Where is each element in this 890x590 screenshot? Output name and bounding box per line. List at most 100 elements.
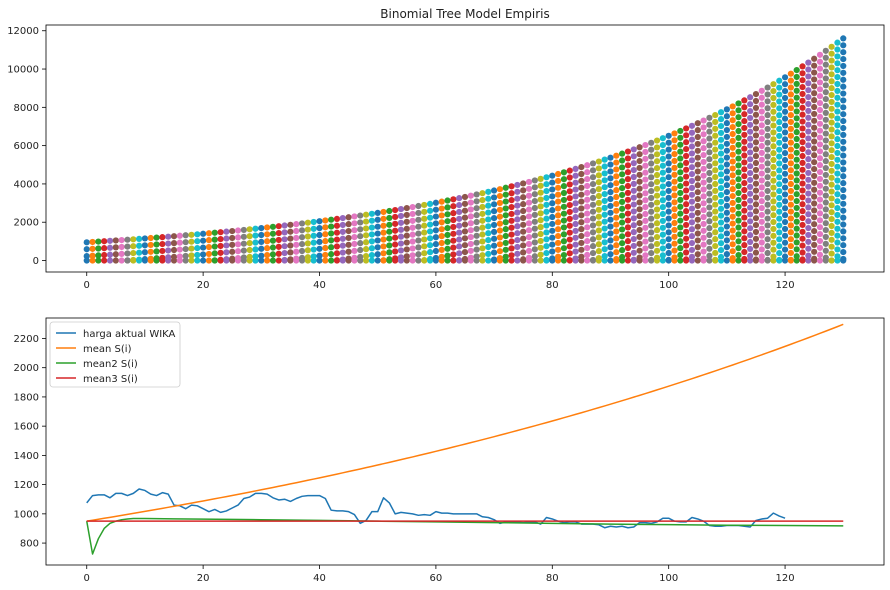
scatter-point — [502, 191, 509, 198]
scatter-point — [566, 243, 573, 250]
scatter-point — [624, 238, 632, 245]
scatter-point — [444, 224, 451, 232]
scatter-point — [566, 229, 573, 236]
scatter-point — [770, 225, 777, 233]
scatter-point — [781, 225, 789, 233]
scatter-point — [229, 248, 236, 255]
scatter-point — [758, 218, 765, 225]
legend-label-series-2: mean S(i) — [83, 344, 132, 355]
scatter-point — [793, 170, 800, 177]
scatter-point — [828, 160, 835, 168]
scatter-point — [694, 223, 701, 230]
scatter-point — [729, 241, 736, 248]
scatter-point — [374, 251, 381, 258]
scatter-point — [747, 257, 754, 264]
scatter-point — [520, 214, 527, 222]
scatter-point — [636, 171, 643, 178]
scatter-point — [461, 193, 469, 201]
scatter-point — [805, 87, 812, 94]
scatter-point — [787, 91, 794, 98]
scatter-point — [793, 191, 800, 198]
scatter-point — [450, 257, 457, 264]
scatter-point — [392, 234, 399, 241]
scatter-series-step-106 — [700, 117, 707, 264]
scatter-point — [630, 194, 637, 201]
scatter-point — [735, 245, 742, 252]
scatter-point — [758, 246, 765, 253]
scatter-point — [479, 252, 486, 259]
scatter-point — [636, 164, 643, 172]
scatter-point — [601, 257, 608, 264]
scatter-point — [432, 199, 440, 206]
scatter-point — [805, 80, 812, 87]
scatter-point — [648, 160, 655, 167]
scatter-point — [438, 239, 445, 247]
scatter-point — [706, 176, 713, 183]
scatter-point — [415, 216, 422, 223]
scatter-point — [589, 236, 597, 243]
scatter-point — [636, 206, 643, 213]
scatter-point — [840, 214, 847, 221]
scatter-point — [333, 229, 341, 236]
scatter-point — [362, 257, 370, 264]
scatter-point — [712, 167, 719, 174]
scatter-point — [752, 173, 760, 180]
scatter-point — [828, 250, 835, 257]
scatter-point — [793, 177, 800, 184]
scatter-point — [595, 241, 602, 248]
scatter-point — [118, 243, 125, 251]
scatter-point — [706, 231, 713, 239]
scatter-point — [496, 220, 504, 227]
scatter-point — [799, 132, 806, 139]
scatter-point — [543, 215, 550, 222]
scatter-point — [223, 228, 230, 235]
scatter-point — [147, 257, 154, 264]
scatter-point — [397, 247, 405, 254]
scatter-point — [560, 251, 568, 259]
bottom-y-tick-label: 1200 — [14, 480, 39, 491]
scatter-point — [717, 109, 725, 116]
scatter-point — [543, 194, 550, 202]
scatter-point — [281, 236, 288, 243]
scatter-point — [717, 150, 725, 157]
scatter-point — [525, 192, 533, 199]
scatter-point — [275, 257, 282, 264]
scatter-point — [182, 257, 189, 264]
scatter-point — [659, 245, 666, 252]
scatter-point — [694, 251, 701, 258]
scatter-point — [461, 242, 469, 249]
scatter-point — [822, 96, 829, 103]
scatter-point — [566, 236, 573, 243]
scatter-point — [636, 199, 643, 206]
scatter-point — [700, 117, 707, 124]
scatter-point — [805, 245, 812, 252]
scatter-point — [415, 244, 422, 251]
scatter-series-step-125 — [811, 55, 818, 264]
scatter-point — [770, 246, 777, 253]
scatter-point — [688, 257, 696, 264]
scatter-point — [496, 206, 504, 213]
scatter-point — [688, 198, 696, 205]
scatter-point — [444, 252, 451, 259]
line-series-2 — [86, 323, 844, 522]
legend-label-series-3: mean2 S(i) — [83, 359, 138, 370]
scatter-point — [694, 175, 701, 182]
scatter-point — [787, 222, 794, 229]
scatter-point — [403, 232, 410, 239]
scatter-point — [816, 72, 824, 79]
scatter-point — [106, 257, 114, 264]
scatter-point — [723, 216, 730, 223]
scatter-point — [770, 101, 777, 108]
scatter-point — [560, 257, 568, 264]
scatter-point — [828, 50, 835, 57]
scatter-point — [234, 241, 242, 248]
scatter-point — [584, 210, 591, 217]
scatter-point — [688, 129, 696, 136]
scatter-series-step-89 — [601, 156, 608, 264]
scatter-point — [706, 128, 713, 135]
scatter-point — [694, 140, 701, 148]
scatter-point — [787, 194, 794, 201]
scatter-point — [636, 185, 643, 192]
scatter-point — [659, 204, 666, 211]
scatter-point — [287, 235, 294, 242]
